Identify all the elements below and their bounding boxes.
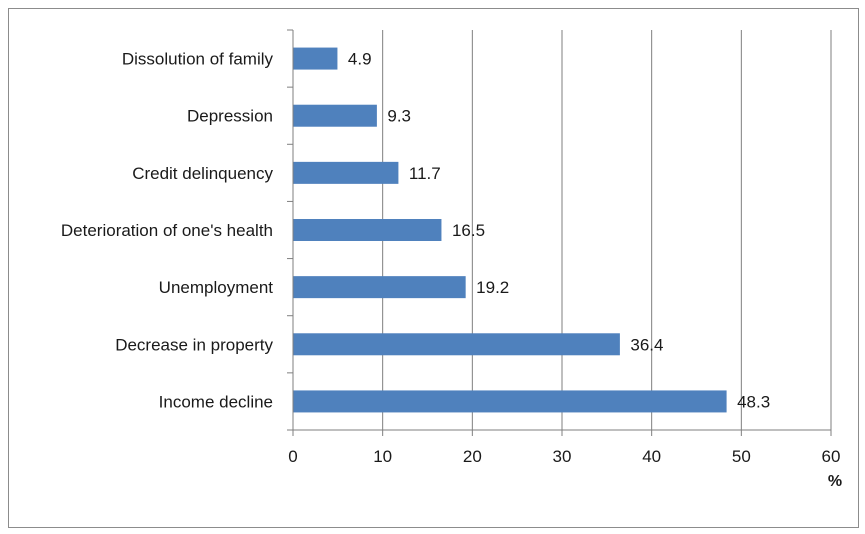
category-label-1: Depression [187,107,273,126]
category-label-5: Decrease in property [115,335,273,354]
category-label-4: Unemployment [159,278,274,297]
category-label-6: Income decline [159,392,273,411]
chart-frame [8,8,859,528]
data-label-0: 4.9 [348,50,372,69]
labels: 4.9 Dissolution of family 9.3 Depression 11.… [61,50,842,490]
x-unit-label: % [828,473,842,490]
bar-3 [293,219,442,241]
data-label-4: 19.2 [476,278,509,297]
x-tick-label-10: 10 [373,447,392,466]
bars [293,47,727,413]
bar-2 [293,161,399,184]
category-label-3: Deterioration of one's health [61,221,273,240]
x-tick-label-40: 40 [642,447,661,466]
x-tick-label-60: 60 [822,447,841,466]
x-tick-label-50: 50 [732,447,751,466]
bar-4 [293,276,466,299]
data-label-3: 16.5 [452,221,485,240]
data-label-5: 36.4 [630,335,663,354]
gridlines [382,30,832,430]
axes [287,29,832,436]
x-tick-label-20: 20 [463,447,482,466]
category-label-2: Credit delinquency [132,164,273,183]
category-label-0: Dissolution of family [122,50,274,69]
x-tick-label-0: 0 [288,447,297,466]
data-label-1: 9.3 [387,107,411,126]
bar-5 [293,333,620,356]
bar-0 [293,47,338,70]
data-label-2: 11.7 [409,164,441,183]
bar-6 [293,390,727,413]
data-label-6: 48.3 [737,392,770,411]
x-tick-label-30: 30 [553,447,572,466]
bar-1 [293,104,377,127]
